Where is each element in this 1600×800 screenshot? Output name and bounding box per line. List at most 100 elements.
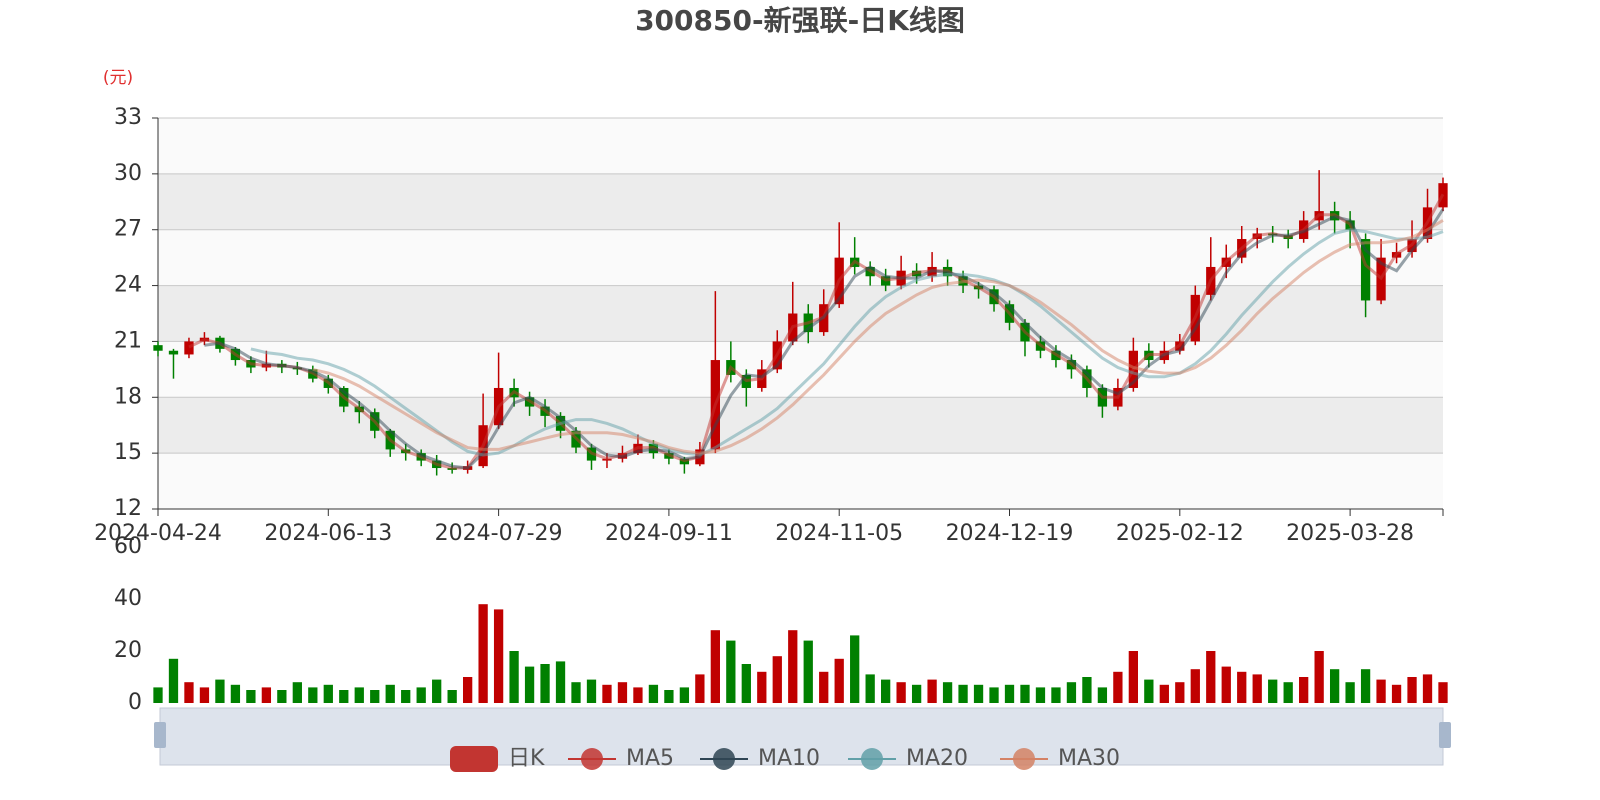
legend-swatch xyxy=(713,748,735,770)
volume-bar xyxy=(1345,682,1355,703)
volume-bar xyxy=(462,677,473,703)
volume-bar xyxy=(1206,651,1216,703)
volume-tick-label: 40 xyxy=(114,586,142,611)
volume-bar xyxy=(633,687,643,703)
volume-bar xyxy=(509,651,519,703)
y-tick-label: 21 xyxy=(114,328,142,353)
volume-bar xyxy=(1175,682,1185,703)
x-tick-label: 2024-06-13 xyxy=(264,521,392,546)
volume-bar xyxy=(215,679,225,703)
legend-item[interactable]: MA20 xyxy=(848,746,968,771)
grid-band xyxy=(158,453,1443,509)
candle-body xyxy=(153,345,163,351)
legend-swatch xyxy=(450,746,498,772)
ma-line xyxy=(312,219,1444,455)
volume-bar xyxy=(973,684,984,703)
candle-body xyxy=(1360,239,1371,301)
volume-tick-label: 60 xyxy=(114,534,142,559)
volume-bar xyxy=(803,640,813,703)
candle-body xyxy=(168,350,179,355)
volume-bar xyxy=(323,684,333,703)
volume-bar xyxy=(927,679,937,703)
ma-line xyxy=(188,193,1445,470)
zoom-handle[interactable] xyxy=(1439,722,1451,748)
data-zoom[interactable] xyxy=(159,707,1444,766)
volume-bar xyxy=(726,640,736,703)
legend-label: MA20 xyxy=(906,746,968,771)
y-tick-label: 30 xyxy=(114,161,142,186)
volume-bar xyxy=(292,682,302,703)
volume-bar xyxy=(788,630,798,703)
volume-bar xyxy=(447,690,457,703)
volume-bar xyxy=(354,687,364,703)
volume-bar xyxy=(199,687,210,703)
volume-bar xyxy=(308,687,318,703)
volume-bar xyxy=(1237,671,1247,703)
volume-tick-label: 20 xyxy=(114,638,142,663)
volume-bar xyxy=(741,664,751,703)
volume-bar xyxy=(261,687,272,703)
volume-bar xyxy=(1004,684,1015,703)
volume-bar xyxy=(493,609,504,703)
volume-bar xyxy=(385,684,395,703)
volume-bar xyxy=(1422,674,1433,703)
candle-body xyxy=(184,341,194,355)
x-tick-label: 2025-03-28 xyxy=(1286,521,1414,546)
legend-swatch xyxy=(861,748,883,770)
volume-bar xyxy=(1190,669,1200,703)
volume-bar xyxy=(881,679,891,703)
volume-bar xyxy=(1097,687,1108,703)
volume-bar xyxy=(1360,669,1371,703)
x-tick-label: 2024-04-24 xyxy=(94,521,222,546)
volume-bar xyxy=(586,679,597,703)
volume-bar xyxy=(370,690,380,703)
volume-bar xyxy=(1252,674,1262,703)
volume-bar xyxy=(617,682,628,703)
legend-swatch xyxy=(581,748,603,770)
volume-bar xyxy=(834,658,844,703)
volume-bar xyxy=(478,604,488,703)
x-tick-label: 2024-11-05 xyxy=(775,521,903,546)
volume-bar xyxy=(1314,651,1324,703)
volume-bar xyxy=(850,635,860,703)
chart-title: 300850-新强联-日K线图 xyxy=(635,4,965,37)
volume-bar xyxy=(1438,682,1448,703)
volume-bar xyxy=(1128,651,1139,703)
volume-bar xyxy=(432,679,442,703)
volume-bar xyxy=(1159,684,1169,703)
grid-band xyxy=(158,173,1443,230)
volume-bar xyxy=(1329,669,1340,703)
volume-bar xyxy=(602,684,612,703)
volume-bar xyxy=(1035,687,1046,703)
x-tick-label: 2025-02-12 xyxy=(1116,521,1244,546)
volume-bar xyxy=(1376,679,1386,703)
volume-bar xyxy=(277,690,287,703)
volume-bar xyxy=(648,684,659,703)
zoom-handle[interactable] xyxy=(154,722,166,748)
volume-bar xyxy=(1082,677,1092,703)
volume-bar xyxy=(911,684,922,703)
volume-bar xyxy=(865,674,875,703)
y-tick-label: 24 xyxy=(114,273,142,298)
y-tick-label: 33 xyxy=(114,105,142,130)
volume-bar xyxy=(1051,687,1061,703)
legend-item[interactable]: MA30 xyxy=(1000,746,1120,771)
volume-bar xyxy=(1113,671,1123,703)
y-tick-label: 15 xyxy=(114,440,142,465)
volume-bar xyxy=(1283,682,1293,703)
legend-label: MA30 xyxy=(1058,746,1120,771)
legend-item[interactable]: MA5 xyxy=(568,746,674,771)
volume-bar xyxy=(571,682,581,703)
volume-bar xyxy=(896,682,906,703)
volume-bar xyxy=(184,682,194,703)
volume-bar xyxy=(958,684,968,703)
volume-bar xyxy=(168,658,179,703)
legend-label: MA10 xyxy=(758,746,820,771)
y-tick-label: 18 xyxy=(114,384,142,409)
legend-item[interactable]: MA10 xyxy=(700,746,820,771)
volume-bar xyxy=(1268,679,1278,703)
legend-item[interactable]: 日K xyxy=(450,746,545,772)
y-tick-label: 27 xyxy=(114,217,142,242)
x-tick-label: 2024-09-11 xyxy=(605,521,733,546)
